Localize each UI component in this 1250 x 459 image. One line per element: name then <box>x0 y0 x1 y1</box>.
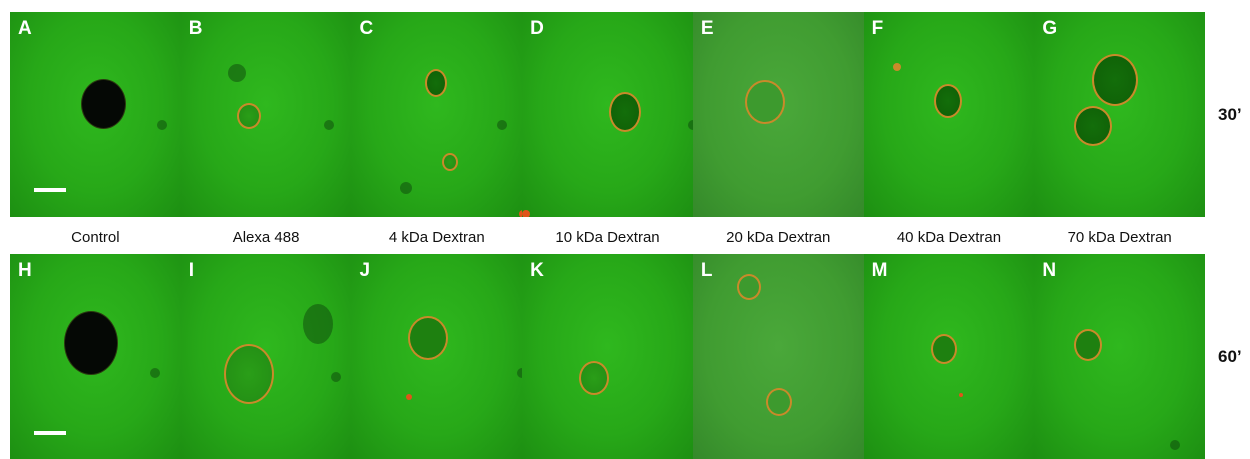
column-label: Alexa 488 <box>232 229 300 246</box>
panel-label: C <box>359 18 374 39</box>
scale-bar <box>34 188 66 192</box>
background-spot <box>157 120 167 130</box>
time-label-30: 30’ <box>1218 105 1242 124</box>
vesicle <box>425 69 448 97</box>
panel-g: G <box>1034 12 1206 217</box>
time-label-60: 60’ <box>1218 347 1242 366</box>
fluorescent-dot <box>522 210 531 217</box>
background-spot <box>323 120 334 130</box>
background-spot <box>400 182 413 194</box>
fluorescent-dot <box>892 63 901 71</box>
panel-label: A <box>18 18 32 39</box>
vesicle <box>933 84 962 118</box>
column-label: 70 kDa Dextran <box>1067 229 1172 246</box>
column-label: 20 kDa Dextran <box>726 229 831 246</box>
background-spot <box>688 120 693 130</box>
panel-label: F <box>871 18 884 39</box>
panel-d: D <box>522 12 693 217</box>
column-label: Control <box>71 229 120 246</box>
fluorescent-dot <box>406 394 413 400</box>
panel-m: M <box>863 254 1035 459</box>
micrograph-row-60min: H I J K L M N <box>10 254 1206 459</box>
fluorescent-dot <box>519 210 523 217</box>
background-spot <box>1170 440 1181 450</box>
background-spot <box>150 368 160 378</box>
background-spot <box>227 64 246 82</box>
column-label: 40 kDa Dextran <box>896 229 1002 246</box>
column-labels: Control Alexa 488 4 kDa Dextran 10 kDa D… <box>10 229 1205 246</box>
panel-a: A <box>10 12 181 217</box>
vesicle <box>442 153 459 171</box>
fluorescent-dot <box>958 393 963 397</box>
vesicle <box>609 92 642 132</box>
panel-f: F <box>863 12 1035 217</box>
vesicle <box>744 80 785 124</box>
panel-label: G <box>1042 18 1058 39</box>
panel-c: C <box>351 12 523 217</box>
panel-label: K <box>530 260 544 281</box>
vesicle <box>1074 329 1103 361</box>
panel-label: B <box>188 18 203 39</box>
micrograph-row-30min: A B C D E F G <box>10 12 1206 217</box>
column-label: 10 kDa Dextran <box>555 229 660 246</box>
panel-k: K <box>522 254 693 459</box>
vesicle <box>579 361 610 395</box>
background-spot <box>517 368 523 378</box>
panel-label: M <box>871 260 888 281</box>
vesicle <box>81 79 126 129</box>
vesicle <box>765 388 792 416</box>
panel-label: L <box>700 260 713 281</box>
background-spot <box>330 372 341 382</box>
background-spot <box>497 120 508 130</box>
background-spot <box>302 304 333 344</box>
panel-n: N <box>1034 254 1206 459</box>
panel-h: H <box>10 254 181 459</box>
panel-e: E <box>692 12 864 217</box>
column-label: 4 kDa Dextran <box>388 229 485 246</box>
vesicle <box>1074 106 1113 146</box>
panel-label: I <box>188 260 194 281</box>
panel-label: E <box>700 18 714 39</box>
panel-i: I <box>180 254 352 459</box>
vesicle <box>736 274 761 300</box>
vesicle <box>408 316 449 360</box>
vesicle <box>236 103 261 129</box>
panel-label: N <box>1042 260 1057 281</box>
panel-label: J <box>359 260 371 281</box>
scale-bar <box>34 431 66 435</box>
vesicle <box>930 334 957 364</box>
panel-b: B <box>180 12 352 217</box>
panel-l: L <box>692 254 864 459</box>
vesicle <box>64 311 118 375</box>
panel-label: D <box>530 18 544 39</box>
vesicle <box>223 344 274 404</box>
panel-label: H <box>18 260 32 281</box>
vesicle <box>1092 54 1139 106</box>
panel-j: J <box>351 254 523 459</box>
